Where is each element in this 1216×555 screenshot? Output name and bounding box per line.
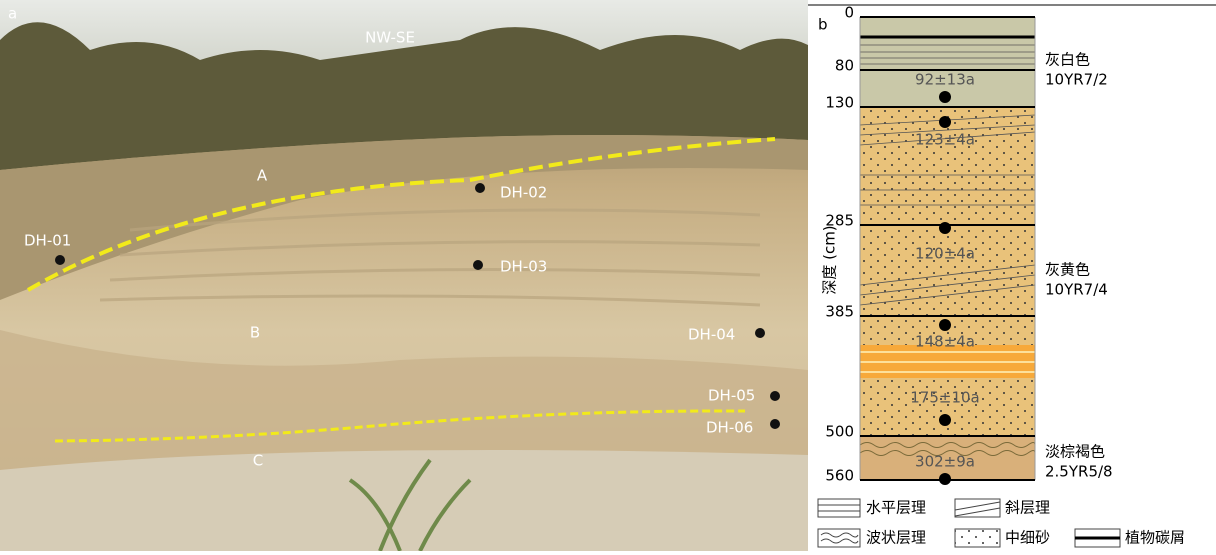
depth-label: 285	[825, 212, 854, 230]
age-label: 92±13a	[915, 71, 975, 89]
sample-label: DH-03	[500, 258, 547, 276]
sample-label: DH-06	[706, 419, 753, 437]
color-code: 10YR7/4	[1045, 281, 1108, 299]
legend-label: 波状层理	[866, 529, 926, 547]
legend-label: 水平层理	[866, 499, 926, 517]
depth-label: 0	[844, 4, 854, 22]
legend-swatches	[818, 499, 1120, 547]
depth-label: 80	[835, 57, 854, 75]
age-label: 123±4a	[915, 131, 975, 149]
sample-point	[55, 255, 65, 265]
age-label: 302±9a	[915, 453, 975, 471]
panel-label: b	[818, 16, 828, 34]
depth-label: 130	[825, 94, 854, 112]
sample-label: DH-01	[24, 232, 71, 250]
legend-label: 植物碳屑	[1125, 529, 1185, 547]
legend-label: 中细砂	[1005, 529, 1050, 547]
color-name: 淡棕褐色	[1045, 443, 1105, 461]
sample-label: DH-02	[500, 184, 547, 202]
depth-label: 385	[825, 303, 854, 321]
unit-label: C	[253, 452, 263, 470]
sample-dot	[939, 473, 951, 485]
direction-label: NW-SE	[365, 29, 415, 47]
color-name: 灰白色	[1045, 51, 1090, 69]
sample-dot	[939, 91, 951, 103]
sample-dot	[939, 222, 951, 234]
panel-label: a	[8, 5, 17, 23]
sample-dot	[939, 414, 951, 426]
unit-label: B	[250, 324, 260, 342]
age-label: 175±10a	[910, 389, 979, 407]
sample-point	[770, 419, 780, 429]
age-label: 120±4a	[915, 245, 975, 263]
sample-label: DH-04	[688, 326, 735, 344]
color-code: 2.5YR5/8	[1045, 463, 1113, 481]
unit-label: A	[257, 167, 268, 185]
sample-dot	[939, 319, 951, 331]
sample-point	[473, 260, 483, 270]
age-label: 148±4a	[915, 333, 975, 351]
depth-label: 560	[825, 467, 854, 485]
photo	[0, 0, 808, 551]
sample-label: DH-05	[708, 387, 755, 405]
depth-label: 500	[825, 423, 854, 441]
legend-label: 斜层理	[1005, 499, 1050, 517]
axis-label: 深度 (cm)	[821, 225, 839, 294]
sample-dot	[939, 116, 951, 128]
sample-point	[755, 328, 765, 338]
color-name: 灰黄色	[1045, 261, 1090, 279]
figure: a NW-SE b 深度 (cm) A B C DH-01 DH-02 DH-03 DH-0…	[0, 0, 1216, 551]
color-code: 10YR7/2	[1045, 71, 1108, 89]
sample-point	[770, 391, 780, 401]
sample-point	[475, 183, 485, 193]
